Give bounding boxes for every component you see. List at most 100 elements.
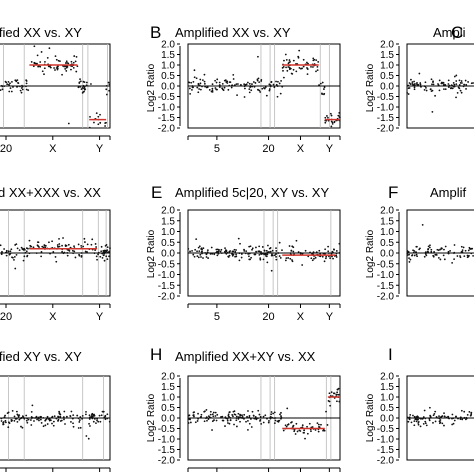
data-point bbox=[435, 416, 438, 418]
data-point bbox=[56, 68, 59, 71]
data-point bbox=[11, 80, 13, 83]
data-point bbox=[425, 424, 428, 427]
data-point bbox=[105, 93, 108, 96]
data-point bbox=[203, 82, 206, 85]
data-point bbox=[250, 89, 253, 92]
data-point bbox=[411, 82, 414, 85]
data-point bbox=[192, 80, 195, 83]
data-point bbox=[105, 88, 108, 91]
data-point bbox=[429, 88, 432, 91]
data-point bbox=[406, 254, 409, 256]
data-point bbox=[253, 253, 256, 256]
data-point bbox=[64, 68, 67, 70]
data-point bbox=[88, 422, 90, 425]
data-point bbox=[49, 66, 52, 69]
data-point bbox=[99, 255, 102, 258]
x-tick-label: Y bbox=[326, 143, 334, 155]
data-point bbox=[64, 245, 67, 248]
data-point bbox=[328, 392, 331, 395]
data-point bbox=[80, 244, 83, 247]
data-point bbox=[8, 253, 11, 256]
panel-c-letter: C bbox=[451, 23, 463, 42]
data-point bbox=[412, 251, 415, 254]
data-point bbox=[278, 241, 281, 244]
data-point bbox=[227, 422, 229, 424]
data-point bbox=[440, 415, 443, 418]
data-point bbox=[311, 259, 314, 262]
data-point bbox=[416, 416, 419, 419]
data-point bbox=[106, 249, 109, 252]
data-point bbox=[413, 86, 416, 89]
data-point bbox=[12, 256, 14, 259]
data-point bbox=[105, 244, 108, 246]
data-point bbox=[437, 417, 440, 419]
data-point bbox=[330, 120, 333, 123]
data-point bbox=[73, 55, 76, 57]
data-point bbox=[279, 413, 281, 416]
data-point bbox=[466, 413, 469, 416]
data-point bbox=[73, 250, 76, 253]
panel-e-ylabel: Log2 Ratio bbox=[146, 229, 157, 278]
data-point bbox=[409, 83, 412, 85]
data-point bbox=[96, 417, 99, 420]
data-point bbox=[243, 417, 245, 420]
data-point bbox=[428, 246, 431, 249]
data-point bbox=[308, 422, 311, 425]
data-point bbox=[101, 410, 104, 413]
data-point bbox=[443, 415, 446, 418]
data-point bbox=[422, 416, 425, 418]
y-tick-label: 1.0 bbox=[161, 227, 175, 238]
y-tick-label: -2.0 bbox=[377, 456, 395, 467]
data-point bbox=[271, 249, 274, 252]
data-point bbox=[15, 243, 18, 246]
data-point bbox=[25, 82, 28, 85]
data-point bbox=[268, 88, 271, 90]
data-point bbox=[290, 249, 293, 252]
panel-g-title: ified XY vs. XY bbox=[0, 349, 82, 364]
data-point bbox=[67, 122, 70, 125]
data-point bbox=[407, 250, 410, 253]
panel-f-ylabel: Log2 Ratio bbox=[365, 229, 376, 278]
data-point bbox=[235, 83, 238, 86]
y-tick-label: 1.0 bbox=[380, 227, 394, 238]
data-point bbox=[223, 86, 226, 89]
data-point bbox=[293, 430, 296, 433]
data-point bbox=[106, 413, 109, 416]
data-point bbox=[200, 415, 203, 418]
data-point bbox=[79, 426, 82, 429]
data-point bbox=[201, 248, 203, 251]
data-point bbox=[282, 65, 285, 68]
data-point bbox=[44, 61, 46, 63]
y-tick-label: 1.5 bbox=[161, 382, 175, 393]
y-tick-label: -0.5 bbox=[158, 424, 176, 435]
panel-f: F Amplif Log2 Ratio bbox=[365, 183, 467, 278]
y-tick-label: 2.0 bbox=[380, 40, 394, 51]
data-point bbox=[25, 414, 28, 417]
data-point bbox=[41, 70, 44, 73]
data-point bbox=[47, 65, 50, 68]
data-point bbox=[326, 424, 329, 426]
data-point bbox=[77, 417, 80, 420]
data-point bbox=[264, 86, 267, 88]
chart-panel-2: 2.01.51.00.50.0-0.5-1.0-1.5-2.0 bbox=[377, 40, 474, 135]
panel-d: d XX+XXX vs. XX bbox=[0, 185, 101, 200]
data-point bbox=[26, 417, 29, 420]
data-point bbox=[201, 85, 203, 88]
data-point bbox=[30, 245, 33, 248]
data-point bbox=[57, 59, 60, 62]
data-point bbox=[235, 249, 237, 251]
data-point bbox=[51, 240, 54, 243]
x-tick-label: 20 bbox=[0, 311, 12, 323]
x-tick-label: 20 bbox=[262, 311, 274, 323]
data-point bbox=[330, 391, 333, 394]
data-point bbox=[233, 248, 236, 251]
y-tick-label: 0.0 bbox=[161, 249, 175, 260]
x-tick-label: X bbox=[297, 311, 305, 323]
data-point bbox=[64, 423, 66, 425]
data-point bbox=[52, 424, 55, 427]
data-point bbox=[108, 250, 111, 253]
panel-h-title: Amplified XX+XY vs. XX bbox=[175, 349, 316, 364]
data-point bbox=[451, 417, 453, 420]
data-point bbox=[63, 410, 66, 413]
data-point bbox=[267, 244, 269, 247]
